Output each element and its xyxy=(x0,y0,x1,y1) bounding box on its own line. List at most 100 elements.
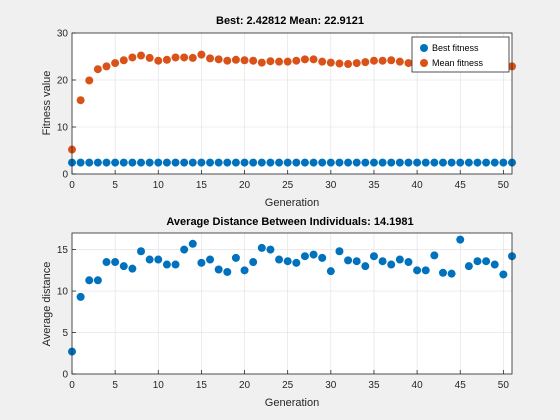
distance-point xyxy=(430,251,439,260)
best-fitness-point xyxy=(438,158,447,167)
distance-point xyxy=(197,258,206,267)
mean-fitness-point xyxy=(257,58,266,67)
distance-point xyxy=(93,276,102,285)
distance-point xyxy=(395,255,404,264)
mean-fitness-point xyxy=(283,57,292,66)
distance-point xyxy=(490,260,499,269)
x-tick-label: 50 xyxy=(498,380,510,391)
mean-fitness-point xyxy=(171,53,180,62)
mean-fitness-point xyxy=(119,56,128,65)
distance-point xyxy=(413,266,422,275)
legend-label-mean-fitness: Mean fitness xyxy=(432,58,484,68)
mean-fitness-point xyxy=(128,53,137,62)
legend-box xyxy=(411,36,510,73)
legend-marker-best-fitness xyxy=(420,44,428,52)
mean-fitness-point xyxy=(93,65,102,74)
best-fitness-point xyxy=(309,158,318,167)
mean-fitness-point xyxy=(240,56,249,65)
distance-point xyxy=(326,267,335,276)
mean-fitness-point xyxy=(145,53,154,62)
distance-point xyxy=(499,270,508,279)
x-tick-label: 15 xyxy=(196,180,208,191)
distance-point xyxy=(111,258,120,267)
x-tick-label: 40 xyxy=(412,380,424,391)
distance-point xyxy=(162,260,171,269)
best-fitness-point xyxy=(111,158,120,167)
mean-fitness-point xyxy=(369,56,378,65)
distance-point xyxy=(456,235,465,244)
distance-plot-area xyxy=(72,233,512,374)
best-fitness-point xyxy=(76,158,85,167)
best-fitness-point xyxy=(464,158,473,167)
mean-fitness-point xyxy=(326,58,335,67)
mean-fitness-point xyxy=(300,55,309,64)
best-fitness-point xyxy=(369,158,378,167)
distance-point xyxy=(266,245,275,254)
best-fitness-point xyxy=(137,158,146,167)
distance-point xyxy=(369,252,378,261)
mean-fitness-point xyxy=(387,56,396,65)
distance-point xyxy=(76,292,85,301)
distance-plot: Average Distance Between Individuals: 14… xyxy=(41,216,516,409)
x-tick-label: 5 xyxy=(112,380,118,391)
distance-point xyxy=(335,247,344,256)
mean-fitness-point xyxy=(318,57,327,66)
best-fitness-point xyxy=(119,158,128,167)
fitness-plot-border xyxy=(71,32,513,175)
distance-point xyxy=(482,257,491,266)
best-fitness-point xyxy=(387,158,396,167)
x-tick-label: 50 xyxy=(498,180,510,191)
best-fitness-point xyxy=(499,158,508,167)
distance-point xyxy=(378,257,387,266)
distance-point xyxy=(275,255,284,264)
distance-point xyxy=(309,250,318,259)
best-fitness-point xyxy=(249,158,258,167)
distance-point xyxy=(292,258,301,267)
best-fitness-point xyxy=(188,158,197,167)
distance-point xyxy=(171,260,180,269)
mean-fitness-point xyxy=(378,56,387,65)
distance-point xyxy=(128,264,137,273)
x-tick-label: 35 xyxy=(368,380,380,391)
mean-fitness-point xyxy=(102,62,111,71)
best-fitness-point xyxy=(171,158,180,167)
mean-fitness-point xyxy=(137,51,146,60)
x-tick-label: 45 xyxy=(455,180,467,191)
mean-fitness-point xyxy=(361,58,370,67)
mean-fitness-point xyxy=(180,53,189,62)
distance-point xyxy=(438,268,447,277)
best-fitness-point xyxy=(240,158,249,167)
mean-fitness-point xyxy=(214,55,223,64)
best-fitness-point xyxy=(326,158,335,167)
distance-plot-border xyxy=(71,232,513,375)
distance-point xyxy=(387,260,396,269)
distance-point xyxy=(223,267,232,276)
y-tick-label: 0 xyxy=(62,170,68,181)
mean-fitness-point xyxy=(162,55,171,64)
best-fitness-point xyxy=(490,158,499,167)
distance-point xyxy=(137,247,146,256)
best-fitness-point xyxy=(266,158,275,167)
x-tick-label: 10 xyxy=(153,180,165,191)
distance-point xyxy=(352,257,361,266)
best-fitness-point xyxy=(231,158,240,167)
best-fitness-point xyxy=(344,158,353,167)
distance-plot-title: Average Distance Between Individuals: 14… xyxy=(166,216,413,228)
distance-point xyxy=(214,265,223,274)
mean-fitness-point xyxy=(344,60,353,69)
best-fitness-point xyxy=(421,158,430,167)
best-fitness-point xyxy=(352,158,361,167)
distance-point xyxy=(240,266,249,275)
x-tick-label: 15 xyxy=(196,380,208,391)
distance-point xyxy=(231,253,240,262)
mean-fitness-point xyxy=(197,50,206,59)
y-tick-label: 10 xyxy=(57,123,69,134)
best-fitness-point xyxy=(473,158,482,167)
mean-fitness-point xyxy=(223,56,232,65)
distance-point xyxy=(85,276,94,285)
best-fitness-point xyxy=(85,158,94,167)
distance-point xyxy=(447,269,456,278)
best-fitness-point xyxy=(93,158,102,167)
distance-plot-y-axis-label: Average distance xyxy=(41,262,53,347)
